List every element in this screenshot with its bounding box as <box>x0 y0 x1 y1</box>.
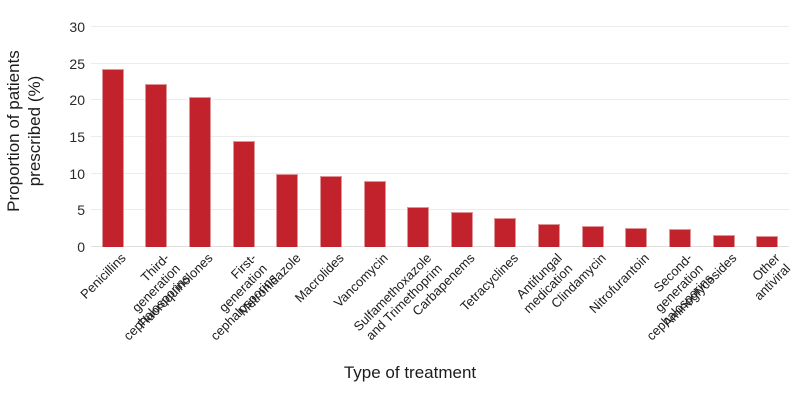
x-axis-labels: Penicillins Third-generation cephalospori… <box>77 250 792 361</box>
bar <box>450 211 473 247</box>
bar <box>538 224 561 247</box>
y-tick-label: 20 <box>69 92 85 109</box>
bar <box>712 235 735 247</box>
y-tick-label: 15 <box>69 129 85 145</box>
bar <box>319 175 342 247</box>
y-axis-ticks: 0 5 10 15 20 25 30 <box>35 20 85 254</box>
y-tick-label: 5 <box>77 202 85 219</box>
bar <box>232 141 255 247</box>
x-tick-label: Other antiviral <box>749 250 792 303</box>
gridline <box>91 209 789 211</box>
y-tick-label: 10 <box>69 165 85 182</box>
gridline <box>91 172 789 174</box>
gridline <box>91 26 789 27</box>
bar <box>101 68 124 247</box>
bar <box>407 207 430 247</box>
y-tick-label: 30 <box>69 19 85 35</box>
bar <box>625 227 648 247</box>
gridline <box>91 136 789 137</box>
bar <box>145 84 168 247</box>
gridline <box>91 246 789 247</box>
bar <box>189 96 212 247</box>
bar <box>494 217 517 247</box>
bar <box>363 181 386 247</box>
y-tick-label: 25 <box>69 55 85 72</box>
bar <box>581 225 604 247</box>
bar <box>756 236 779 247</box>
y-tick-label: 0 <box>77 239 85 255</box>
bar <box>668 229 691 247</box>
bar <box>276 173 299 247</box>
x-axis-title: Type of treatment <box>343 363 477 382</box>
gridline <box>91 62 789 64</box>
plot-area <box>91 26 789 247</box>
gridline <box>91 99 789 101</box>
